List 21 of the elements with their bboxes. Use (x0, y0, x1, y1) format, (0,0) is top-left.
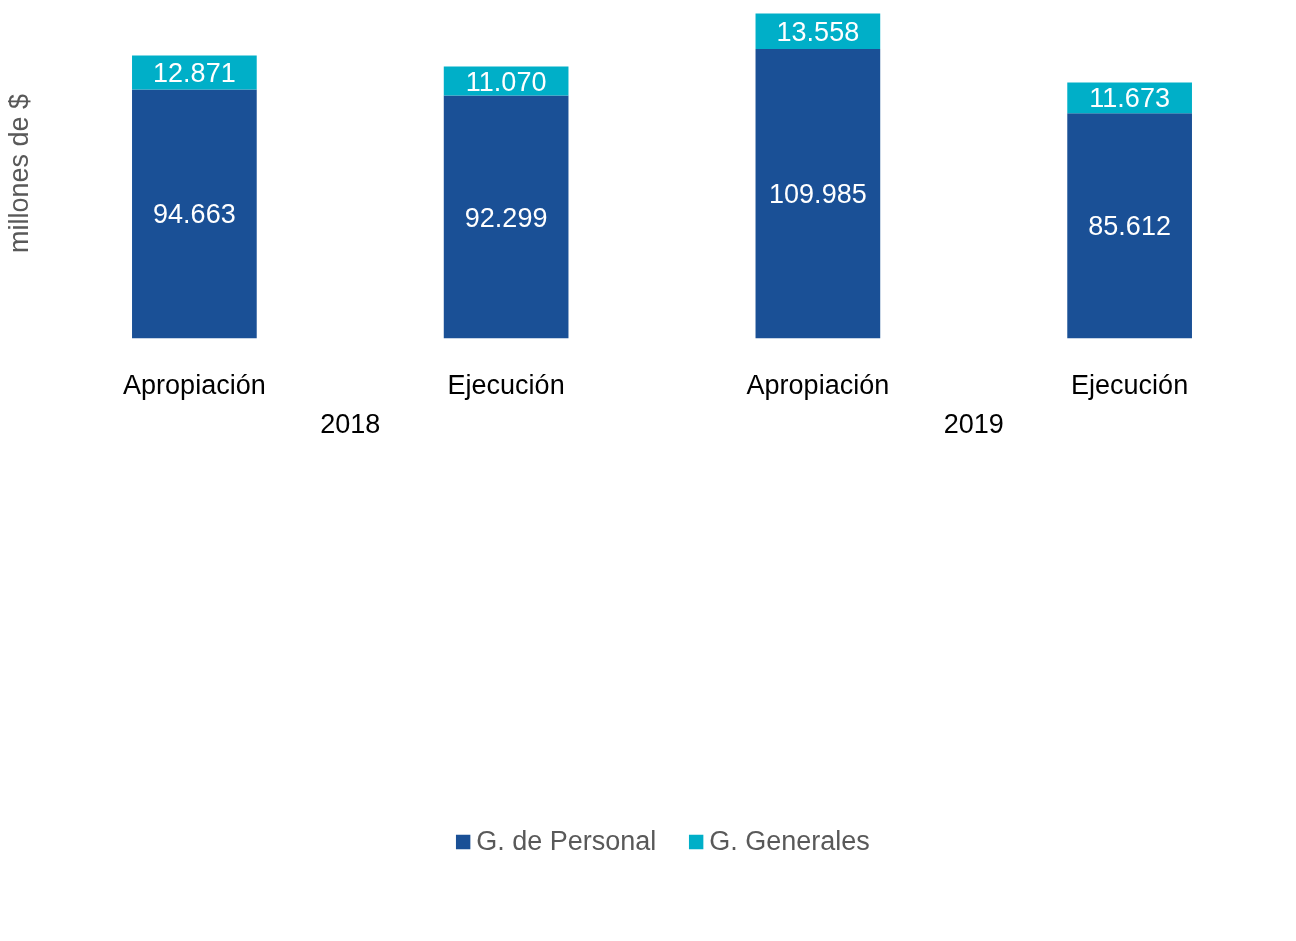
legend-label: G. Generales (709, 825, 870, 857)
bar (1067, 113, 1192, 339)
data-label: 85.612 (1088, 211, 1171, 242)
text: 2019 (943, 408, 1004, 439)
data-label: 109.985 (769, 179, 867, 210)
text: 2018 (320, 408, 381, 439)
legend-label: G. de Personal (476, 825, 657, 857)
bar (443, 95, 569, 339)
x-tick-label: Ejecución (1071, 369, 1189, 400)
x-tick-label: Ejecución (447, 369, 565, 400)
x-tick-label: Apropiación (746, 369, 890, 400)
data-label: 12.871 (153, 57, 236, 88)
data-label: 11.673 (1089, 83, 1170, 114)
x-tick-label: Apropiación (123, 369, 266, 400)
y-axis-title: millones de $ (3, 93, 34, 254)
bar (755, 49, 881, 339)
data-label: 92.299 (464, 202, 548, 233)
data-label: 13.558 (776, 16, 860, 47)
data-label: 94.663 (153, 199, 236, 230)
bar (132, 89, 257, 339)
data-label: 11.070 (465, 66, 547, 97)
